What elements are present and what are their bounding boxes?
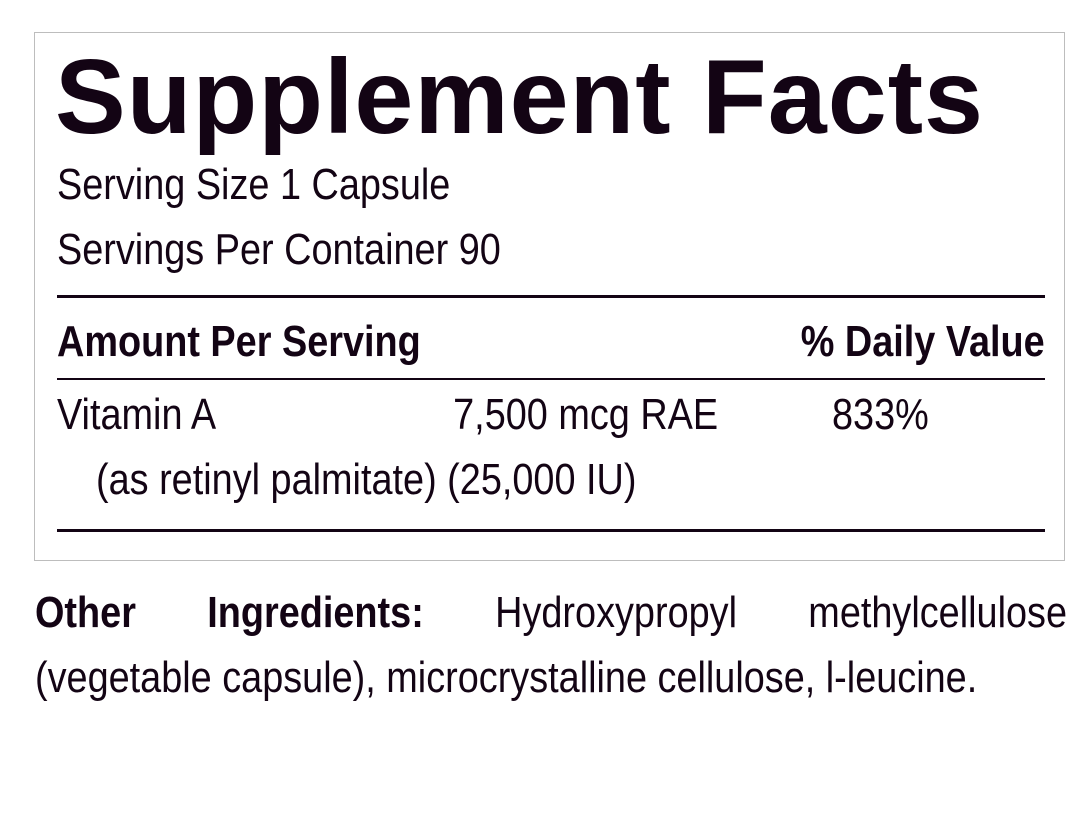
supplement-facts-panel [34,32,1065,561]
nutrient-detail: (as retinyl palmitate) (25,000 IU) [96,455,637,504]
servings-per-container: Servings Per Container 90 [57,225,501,274]
nutrient-daily-value: 833% [832,390,929,439]
other-ingredients-label: Other Ingredients: [35,588,424,637]
thin-divider [57,378,1045,380]
thick-divider [57,295,1045,298]
bottom-divider [57,529,1045,532]
panel-title: Supplement Facts [55,38,984,156]
amount-per-serving-header: Amount Per Serving [57,317,421,366]
serving-size: Serving Size 1 Capsule [57,160,451,209]
other-ingredients: Other Ingredients: Hydroxypropyl methylc… [35,580,1067,710]
nutrient-amount: 7,500 mcg RAE [452,390,718,439]
nutrient-name: Vitamin A [57,390,217,439]
daily-value-header: % Daily Value [801,317,1045,366]
other-ingredients-text: Hydroxypropyl methylcellulose (vegetable… [35,588,1067,702]
